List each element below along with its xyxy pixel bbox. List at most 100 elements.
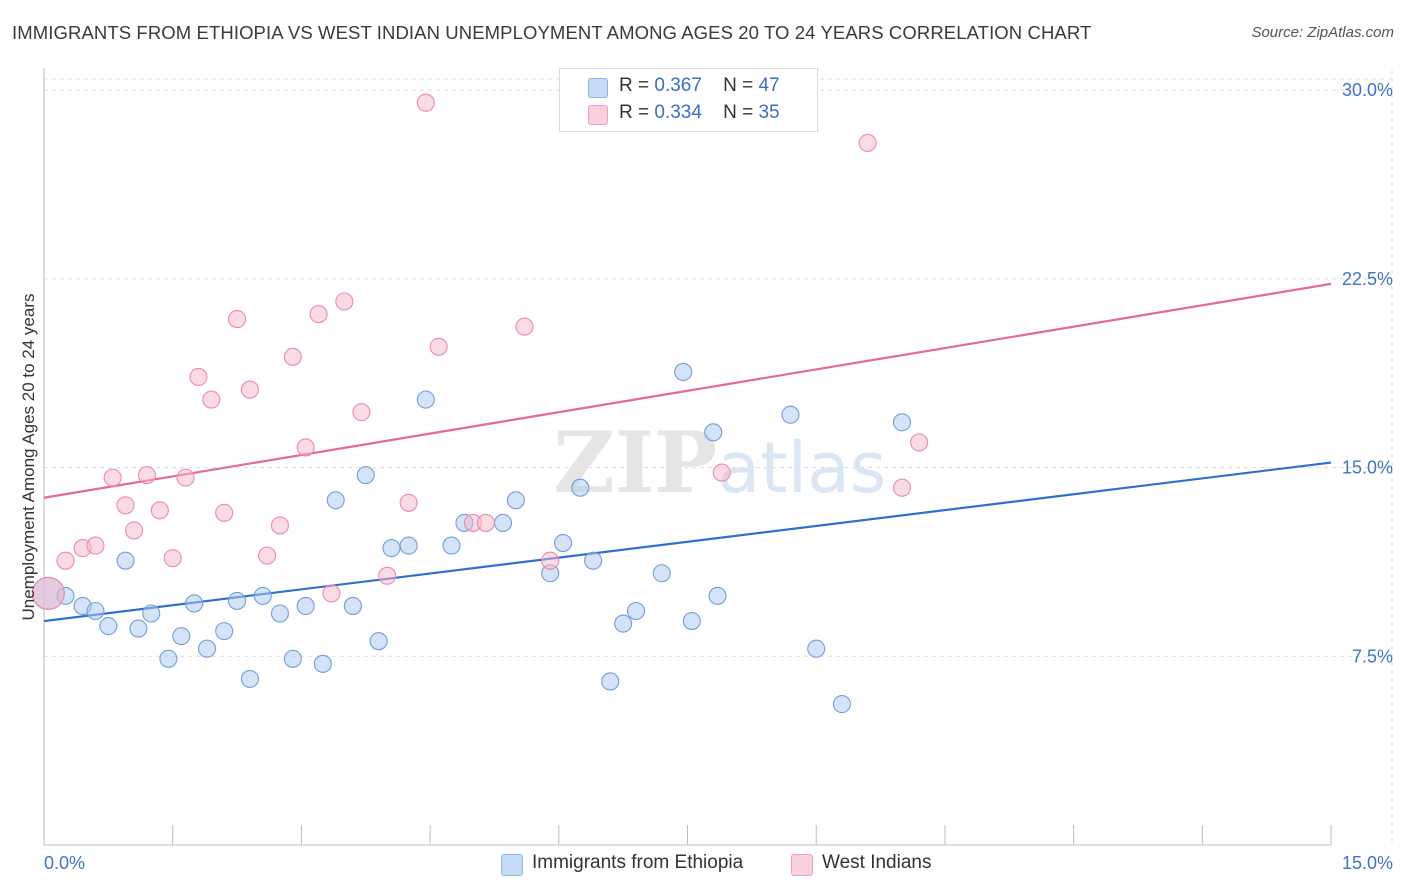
ethiopia-point [116, 551, 135, 570]
r-label: R = [619, 102, 650, 123]
bottom-legend-label-west-indians: West Indians [822, 852, 932, 873]
ethiopia-point [283, 649, 302, 668]
west-indians-point [476, 513, 495, 532]
n-label: N = [723, 75, 754, 96]
ethiopia-point [99, 617, 118, 636]
ethiopia-point [584, 551, 603, 570]
west-indians-point [215, 503, 234, 522]
ethiopia-point [416, 390, 435, 409]
ethiopia-point [142, 604, 161, 623]
ethiopia-point [172, 627, 191, 646]
west-indians-point [858, 133, 877, 153]
west-indians-point [116, 496, 135, 515]
west-indians-point [296, 438, 315, 457]
ethiopia-point [674, 362, 693, 381]
y-tick-label: 7.5% [1352, 646, 1393, 666]
ethiopia-point [215, 622, 234, 641]
grid-lines [44, 70, 1393, 845]
west-indians-point [31, 576, 65, 610]
r-label: R = [619, 75, 650, 96]
west-indians-point [892, 478, 912, 497]
west-indians-point [309, 305, 328, 324]
bottom-legend-swatch-ethiopia [501, 854, 523, 876]
west-indians-point [137, 466, 157, 485]
west-indians-point [86, 536, 105, 555]
ethiopia-point [228, 591, 247, 610]
n-value-ethiopia: 47 [758, 75, 780, 96]
west-indians-point [150, 501, 169, 520]
x-tick-label: 15.0% [1342, 853, 1393, 873]
ethiopia-point [86, 601, 105, 621]
r-value-west-indians: 0.334 [654, 102, 702, 123]
west-indians-point [910, 433, 929, 452]
chart-title: IMMIGRANTS FROM ETHIOPIA VS WEST INDIAN … [12, 22, 1092, 43]
axes [43, 68, 1332, 846]
bottom-legend-swatch-west-indians [791, 854, 813, 876]
ethiopia-point [781, 405, 800, 424]
ethiopia-point [601, 672, 620, 691]
west-indians-point [202, 390, 221, 409]
ethiopia-point [129, 619, 148, 638]
ethiopia-point [506, 491, 525, 510]
ethiopia-point [270, 604, 290, 623]
ethiopia-point [807, 639, 826, 658]
ethiopia-point [571, 478, 590, 497]
r-value-ethiopia: 0.367 [654, 75, 702, 96]
legend-swatch-west-indians [588, 105, 608, 125]
west-indians-point [352, 403, 371, 422]
west-indians-trend-line [43, 282, 1332, 499]
west-indians-point [541, 551, 560, 570]
ethiopia-point [296, 596, 315, 616]
west-indians-point [125, 521, 144, 540]
n-label: N = [723, 102, 754, 123]
west-indians-point [335, 292, 354, 311]
west-indians-point [429, 337, 448, 356]
west-indians-point [228, 310, 247, 329]
west-indians-point [399, 493, 418, 512]
n-value-west-indians: 35 [758, 102, 780, 123]
x-tick-label: 0.0% [44, 853, 85, 873]
ethiopia-point [442, 536, 461, 555]
legend-swatch-ethiopia [588, 78, 608, 98]
ethiopia-point [708, 586, 727, 605]
stats-legend: R = 0.367 N = 47 R = 0.334 N = 35 [559, 68, 818, 132]
west-indians-point [163, 549, 182, 568]
ethiopia-point [892, 413, 912, 432]
ethiopia-point [554, 534, 573, 553]
west-indians-point [322, 584, 341, 603]
ethiopia-point [197, 639, 217, 658]
ethiopia-point [652, 564, 671, 583]
y-tick-label: 22.5% [1342, 269, 1393, 289]
ethiopia-point [326, 491, 345, 510]
west-indians-point [283, 347, 302, 366]
west-indians-point [258, 546, 277, 565]
west-indians-point [56, 551, 75, 570]
y-tick-label: 15.0% [1342, 458, 1393, 478]
y-axis-label: Unemployment Among Ages 20 to 24 years [19, 294, 38, 621]
ethiopia-point [240, 669, 259, 688]
ethiopia-point [159, 649, 178, 668]
west-indians-point [103, 468, 122, 487]
west-indians-point [176, 468, 195, 487]
west-indians-point [240, 380, 259, 399]
y-tick-label: 30.0% [1342, 80, 1393, 100]
ethiopia-point [493, 513, 513, 532]
source-label: Source: ZipAtlas.com [1251, 24, 1394, 41]
west-indians-point [416, 93, 435, 112]
ethiopia-point [382, 539, 401, 558]
west-indians-point [378, 566, 397, 585]
ethiopia-point [369, 632, 388, 651]
ethiopia-point [614, 614, 633, 633]
data-points [31, 93, 929, 714]
ethiopia-point [399, 536, 418, 555]
ethiopia-point [343, 596, 362, 616]
ethiopia-point [626, 601, 646, 621]
ethiopia-point [356, 466, 375, 485]
west-indians-point [515, 317, 534, 336]
ethiopia-point [682, 612, 701, 631]
ethiopia-point [185, 594, 204, 613]
west-indians-point [712, 463, 731, 482]
ethiopia-point [253, 586, 272, 605]
west-indians-point [270, 516, 290, 535]
